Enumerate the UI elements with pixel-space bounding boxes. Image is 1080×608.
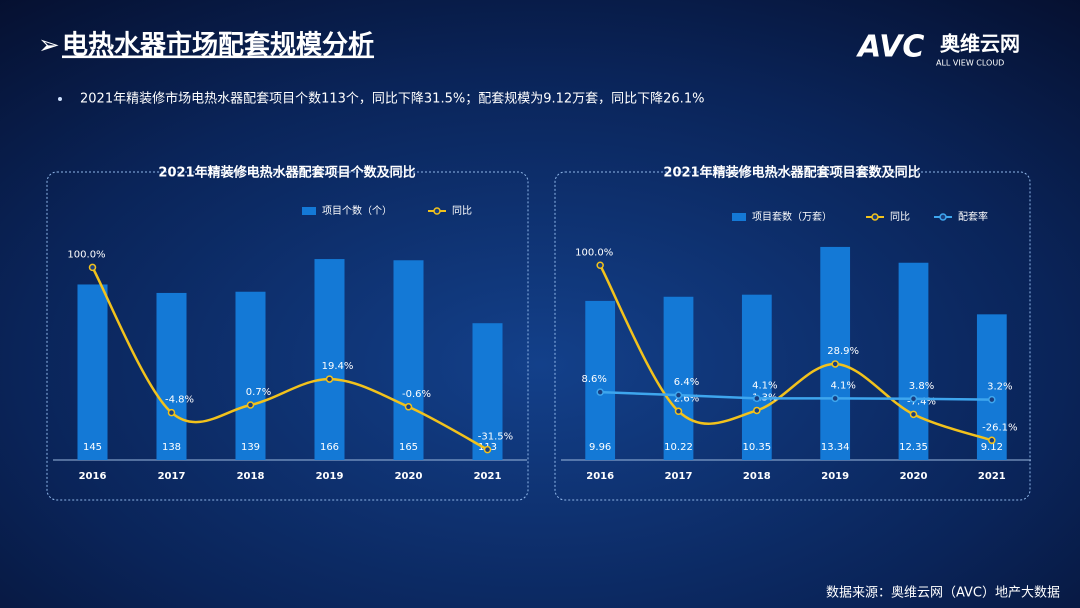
line-point [831,394,839,403]
logo-en: ALL VIEW CLOUD [936,59,1004,68]
x-tick-label: 2020 [900,471,928,482]
line-point [325,375,334,383]
line [600,390,992,401]
bar-label: 145 [83,442,102,453]
x-tick-label: 2018 [237,471,265,482]
legend-label: 项目个数（个） [322,204,392,217]
data-label: 2.6% [674,393,699,404]
bar [741,294,772,460]
data-label: 3.2% [987,382,1012,393]
legend-label: 同比 [890,211,910,223]
legend-swatch [433,207,441,215]
bar-label: 166 [320,442,339,453]
line-point [831,360,839,368]
line-point [988,395,996,404]
line-point [246,401,255,409]
x-tick-label: 2019 [821,471,849,482]
data-label: -7.4% [907,396,936,407]
line-point [909,410,918,419]
bar [77,284,108,460]
chart-title: 2021年精装修电热水器配套项目个数及同比 [158,165,415,181]
bar-label: 165 [399,442,418,453]
slide-title: 电热水器市场配套规模分析 [62,30,374,61]
data-label: 4.1% [830,380,855,391]
logo-cn: 奥维云网 [940,32,1020,56]
bar-label: 139 [241,442,260,453]
bar [472,323,503,460]
data-label: 28.9% [827,346,859,357]
line-point [674,391,683,399]
line-point [753,406,761,415]
bar-label: 9.12 [981,442,1003,453]
bar [663,296,694,460]
bar-label: 12.35 [899,442,928,453]
line-point [88,263,97,272]
line-point [909,395,918,403]
data-label: 6.4% [674,377,699,388]
line-point [988,436,996,445]
legend-swatch [939,213,947,221]
bullet [58,97,62,101]
line-point [674,407,683,416]
line-point [167,408,176,417]
line-point [596,261,604,270]
line-point [753,394,761,403]
arrow: ➢ [38,31,60,61]
line [91,266,489,451]
x-tick-label: 2016 [79,471,107,482]
x-tick-label: 2020 [395,471,423,482]
summary: 2021年精装修市场电热水器配套项目个数113个，同比下降31.5%；配套规模为… [80,91,704,107]
data-label: 4.1% [752,380,777,391]
x-tick-label: 2017 [665,471,693,482]
source: 数据来源：奥维云网（AVC）地产大数据 [826,586,1060,601]
legend-swatch [871,213,879,221]
bar [314,259,345,460]
x-tick-label: 2018 [743,471,771,482]
panel [554,171,1031,501]
line-point [404,403,413,411]
data-label: -26.1% [982,422,1017,433]
legend-label: 同比 [452,205,472,217]
data-label: -31.5% [478,432,513,443]
legend-swatch [732,213,746,221]
bar-label: 10.22 [664,442,693,453]
data-label: 19.4% [322,361,354,372]
x-tick-label: 2017 [158,471,186,482]
x-tick-label: 2021 [978,471,1006,482]
bar [235,291,266,460]
bar-label: 138 [162,442,181,453]
data-label: -0.6% [402,389,431,400]
data-label: 0.7% [246,387,271,398]
bar-label: 10.35 [743,442,772,453]
bar [156,292,187,460]
bar [820,246,851,460]
bar [393,260,424,460]
bar [976,314,1007,460]
data-label: -4.8% [165,395,194,406]
data-label: 8.6% [581,374,606,385]
x-tick-label: 2021 [474,471,502,482]
x-tick-label: 2019 [316,471,344,482]
legend-swatch [302,207,316,215]
data-label: 3.8% [909,381,934,392]
data-label: 100.0% [67,249,105,260]
chart-title: 2021年精装修电热水器配套项目套数及同比 [663,165,920,181]
bar [898,262,929,460]
logo: AVC [856,30,924,65]
legend-label: 配套率 [958,210,988,223]
legend-label: 项目套数（万套） [752,210,832,223]
x-tick-label: 2016 [586,471,614,482]
line-point [596,388,604,396]
bar [585,300,616,460]
bar-label: 13.34 [821,442,850,453]
line-point [483,445,492,454]
data-label: 100.0% [575,247,613,258]
bar-label: 9.96 [589,442,611,453]
